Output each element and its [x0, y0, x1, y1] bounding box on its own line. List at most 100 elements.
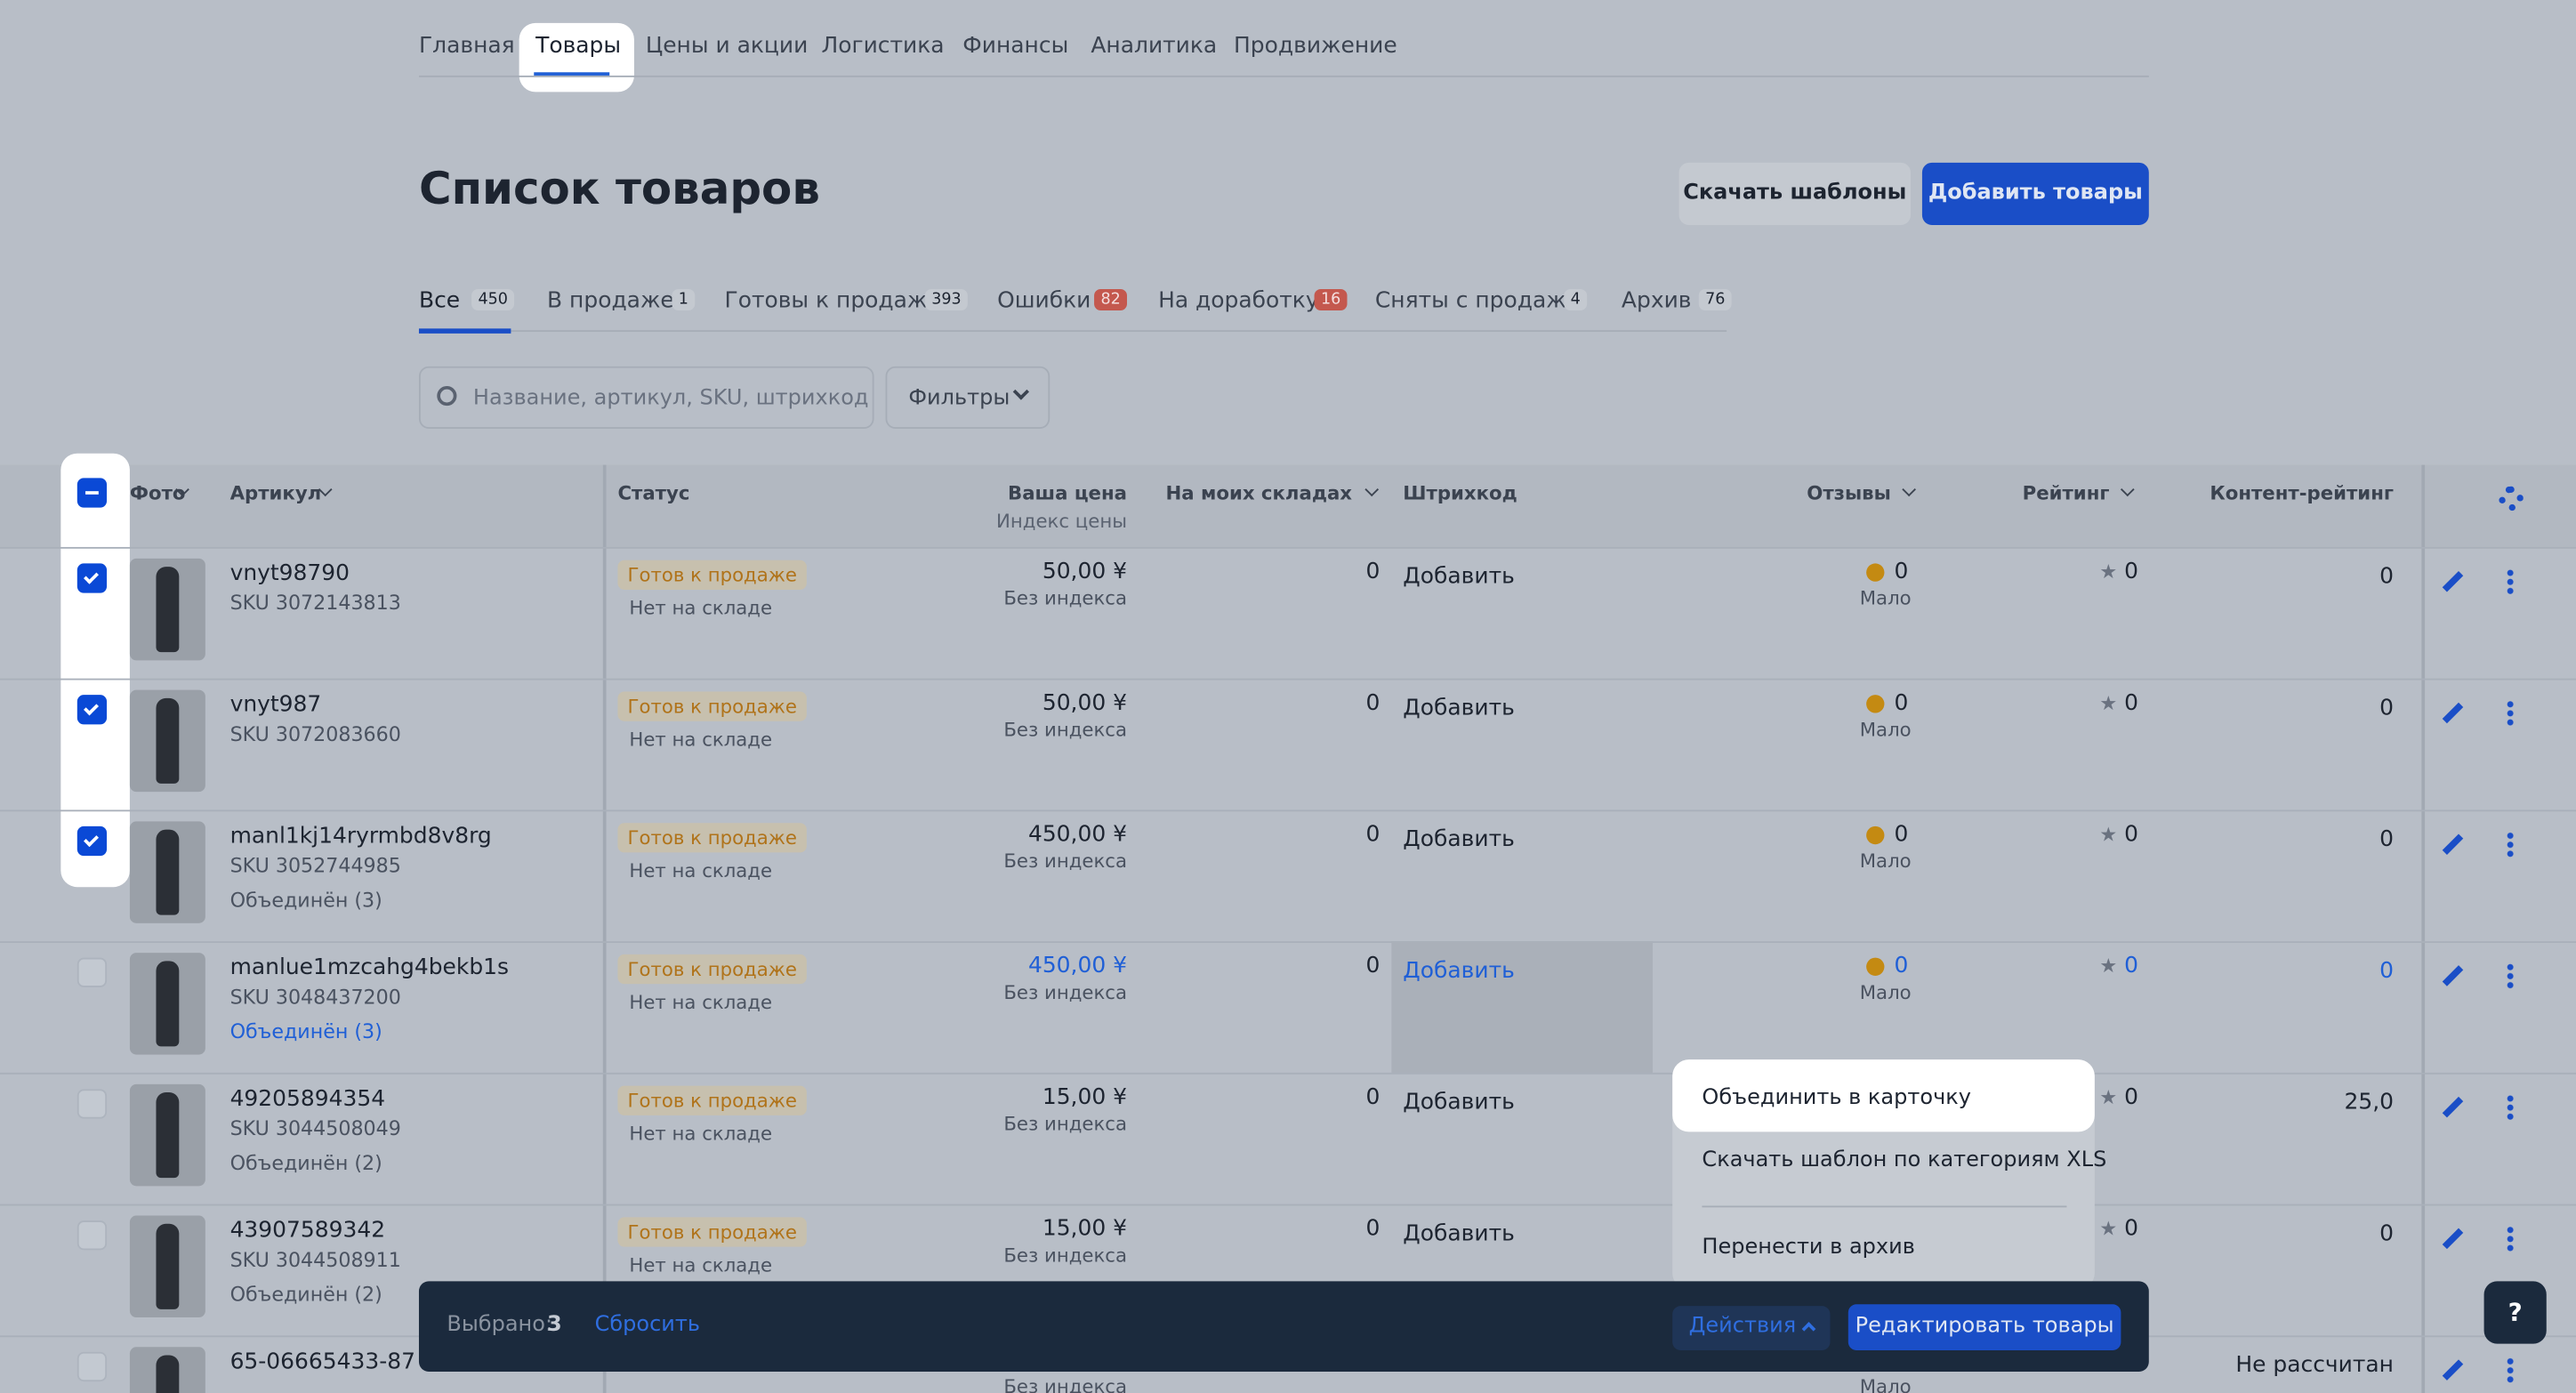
search-box[interactable]: Название, артикул, SKU, штрихкод: [418, 366, 874, 429]
checkbox[interactable]: [76, 1089, 108, 1119]
tabs-line: [418, 330, 1727, 333]
reviews-note: Мало: [1859, 1374, 1912, 1393]
more-icon[interactable]: [2507, 1225, 2514, 1252]
nav-tab[interactable]: Аналитика: [1091, 32, 1218, 60]
header-sub: Индекс цены: [996, 509, 1128, 533]
stock-note: Нет на складе: [629, 596, 773, 620]
more-icon[interactable]: [2507, 831, 2514, 858]
header: Рейтинг: [2022, 481, 2110, 504]
more-icon[interactable]: [2507, 1357, 2514, 1383]
actions-button[interactable]: Действия: [1672, 1306, 1831, 1350]
barcode-link[interactable]: Добавить: [1403, 957, 1515, 985]
stock: 0: [1365, 558, 1381, 585]
star-icon: ★: [2099, 691, 2118, 715]
more-icon[interactable]: [2507, 699, 2514, 727]
status-tab[interactable]: Ошибки: [997, 287, 1091, 314]
price-index: Без индекса: [1003, 586, 1128, 610]
status-tab[interactable]: Архив: [1621, 287, 1692, 314]
button[interactable]: Добавить товары: [1921, 162, 2149, 225]
edit-icon[interactable]: [2442, 570, 2464, 592]
edit-icon[interactable]: [2442, 702, 2464, 724]
barcode-link[interactable]: Добавить: [1403, 825, 1515, 853]
chevron-up: [1801, 1322, 1816, 1336]
edit-button[interactable]: Редактировать товары: [1847, 1304, 2121, 1350]
menu-highlight: [1672, 1059, 2095, 1132]
article: 65-06665433-87: [229, 1349, 415, 1375]
sku: SKU 3044508049: [229, 1116, 401, 1140]
header: Штрихкод: [1403, 481, 1517, 504]
reviews-note: Мало: [1859, 980, 1912, 1004]
status-tab[interactable]: На доработку: [1158, 287, 1319, 314]
edit-icon[interactable]: [2442, 965, 2464, 986]
price: 15,00 ¥: [1042, 1215, 1128, 1243]
nav-tab[interactable]: Цены и акции: [645, 32, 809, 60]
row-line: [0, 1204, 2576, 1206]
menu-item[interactable]: Скачать шаблон по категориям XLS: [1702, 1147, 2107, 1173]
nav-tab[interactable]: Товары: [535, 32, 622, 60]
merged: Объединён (2): [229, 1283, 382, 1307]
status-badge: Готов к продаже: [617, 691, 808, 721]
checkbox[interactable]: [76, 1220, 108, 1251]
status-tab[interactable]: Сняты с продажи: [1374, 287, 1581, 314]
price-index: Без индекса: [1003, 718, 1128, 741]
stock: 0: [1365, 953, 1381, 979]
nav-tab[interactable]: Логистика: [821, 32, 945, 60]
photo-figure: [156, 961, 180, 1047]
rating: 0: [2124, 558, 2138, 585]
stock-note: Нет на складе: [629, 728, 773, 751]
more-icon[interactable]: [2507, 1093, 2514, 1121]
edit-icon[interactable]: [2442, 833, 2464, 855]
nav-tab[interactable]: Финансы: [962, 32, 1069, 60]
content-rating: Не рассчитан: [2235, 1351, 2394, 1379]
status-badge: Готов к продаже: [617, 1085, 808, 1115]
reviews-note: Мало: [1859, 586, 1912, 610]
settings-icon[interactable]: [2499, 486, 2524, 511]
more-icon[interactable]: [2507, 568, 2514, 595]
barcode-link[interactable]: Добавить: [1403, 695, 1515, 721]
button[interactable]: Скачать шаблоны: [1678, 162, 1911, 225]
nav-tab[interactable]: Продвижение: [1234, 32, 1397, 60]
help-button[interactable]: ?: [2483, 1281, 2547, 1344]
actions-menu: Объединить в карточку Скачать шаблон по к…: [1672, 1059, 2106, 1290]
merged[interactable]: Объединён (3): [229, 1019, 382, 1043]
table-header: [0, 464, 2576, 547]
actions-label: Действия: [1688, 1314, 1797, 1340]
tab-underline: [418, 328, 511, 334]
article: vnyt987: [229, 691, 322, 719]
content-rating: 0: [2379, 1220, 2394, 1247]
divider: [2421, 464, 2426, 1393]
status-tab[interactable]: Все: [418, 287, 461, 314]
checkbox[interactable]: [76, 563, 108, 593]
checkbox[interactable]: [76, 695, 108, 725]
status-tab[interactable]: Готовы к продаже: [724, 287, 941, 314]
menu-item[interactable]: Перенести в архив: [1702, 1235, 1915, 1260]
article: 43907589342: [229, 1217, 386, 1244]
menu-item[interactable]: Объединить в карточку: [1702, 1085, 1971, 1111]
stock: 0: [1365, 1083, 1381, 1111]
filters-button[interactable]: Фильтры: [885, 366, 1051, 429]
cell-hover: [1391, 941, 1654, 1073]
rating: 0: [2124, 1215, 2138, 1243]
nav-tab[interactable]: Главная: [418, 32, 515, 60]
edit-icon[interactable]: [2442, 1228, 2464, 1250]
status-tab[interactable]: В продаже: [547, 287, 674, 314]
header: Статус: [617, 481, 690, 504]
barcode-link[interactable]: Добавить: [1403, 1089, 1515, 1115]
tab-underline: [534, 72, 610, 76]
rating: 0: [2124, 821, 2138, 848]
reset-link[interactable]: Сбросить: [594, 1312, 701, 1338]
stock-note: Нет на складе: [629, 1253, 773, 1276]
checkbox[interactable]: [76, 957, 108, 987]
barcode-link[interactable]: Добавить: [1403, 1220, 1515, 1247]
more-icon[interactable]: [2507, 962, 2514, 989]
checkbox[interactable]: [76, 825, 108, 857]
barcode-link[interactable]: Добавить: [1403, 563, 1515, 590]
reviews-note: Мало: [1859, 718, 1912, 741]
price-index: Без индекса: [1003, 980, 1128, 1004]
status-badge: Готов к продаже: [617, 1217, 808, 1247]
edit-icon[interactable]: [2442, 1096, 2464, 1118]
price: 450,00 ¥: [1027, 953, 1128, 979]
reviews: 0: [1894, 953, 1909, 979]
checkbox[interactable]: [76, 1351, 108, 1382]
edit-icon[interactable]: [2442, 1359, 2464, 1381]
